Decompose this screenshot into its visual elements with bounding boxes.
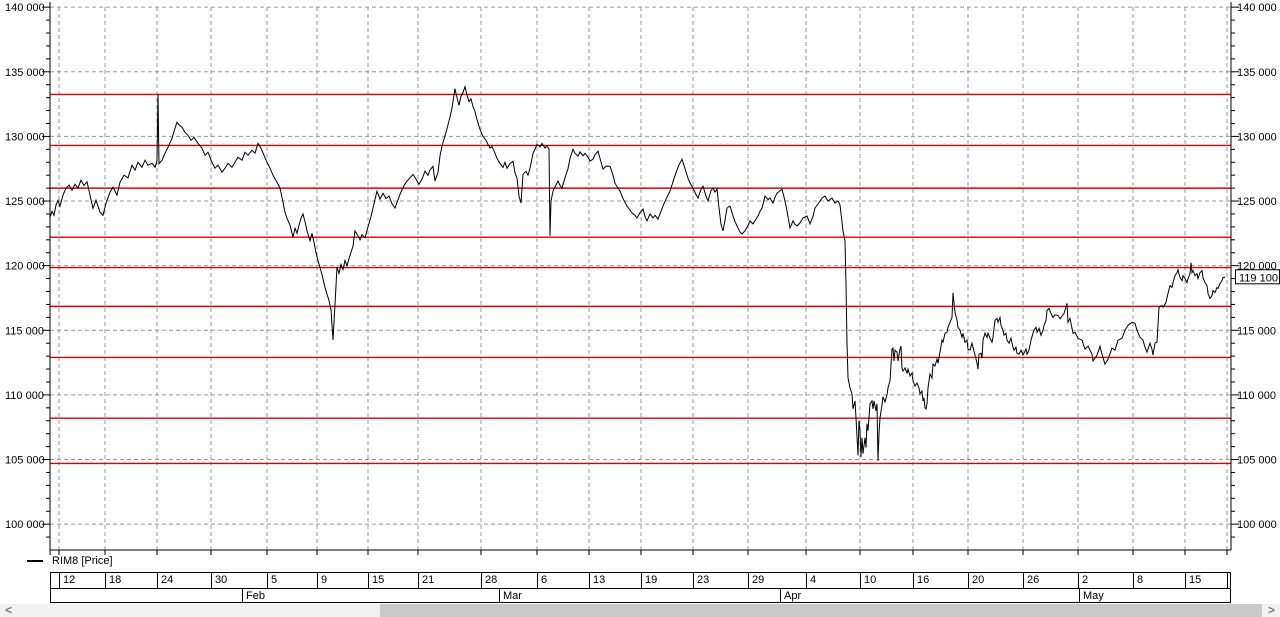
- day-tick-box: 10: [860, 573, 913, 588]
- scroll-right-arrow-icon[interactable]: >: [1267, 603, 1275, 617]
- day-tick-box: 26: [1023, 573, 1078, 588]
- month-tick-box: Apr: [780, 589, 1079, 602]
- scrollbar-thumb[interactable]: [380, 604, 1262, 617]
- day-tick-box: 23: [693, 573, 748, 588]
- day-tick-box: 6: [537, 573, 589, 588]
- day-tick-box: 29: [748, 573, 806, 588]
- month-tick-box: Feb: [242, 589, 499, 602]
- y-axis-label-right: 105 000: [1237, 455, 1277, 467]
- day-tick-box: [50, 573, 59, 588]
- day-tick-box: 15: [368, 573, 418, 588]
- price-line-series: [49, 84, 1226, 461]
- y-axis-label-left: 135 000: [5, 67, 45, 79]
- y-axis-label-left: 105 000: [5, 455, 45, 467]
- month-tick-box: Mar: [499, 589, 780, 602]
- y-axis-label-left: 110 000: [5, 390, 44, 402]
- y-axis-label-right: 125 000: [1237, 196, 1277, 208]
- day-tick-box: 2: [1078, 573, 1133, 588]
- day-tick-box: 28: [481, 573, 537, 588]
- y-axis-label-left: 130 000: [5, 131, 45, 143]
- y-axis-label-left: 140 000: [5, 2, 45, 14]
- month-tick-box: May: [1079, 589, 1231, 602]
- day-tick-box: 19: [641, 573, 693, 588]
- day-tick-box: [1227, 573, 1231, 588]
- y-axis-label-left: 100 000: [5, 519, 45, 531]
- day-tick-box: 12: [59, 573, 105, 588]
- y-axis-label-right: 115 000: [1237, 325, 1276, 337]
- day-tick-box: 16: [913, 573, 968, 588]
- y-axis-label-left: 125 000: [5, 196, 45, 208]
- horizontal-scrollbar[interactable]: < >: [0, 604, 1280, 617]
- y-axis-label-right: 100 000: [1237, 519, 1277, 531]
- series-label: RIM8 [Price]: [52, 554, 113, 567]
- day-tick-box: 20: [968, 573, 1023, 588]
- series-line-swatch: [27, 559, 43, 562]
- scroll-left-arrow-icon[interactable]: <: [5, 603, 13, 617]
- day-tick-box: 13: [589, 573, 641, 588]
- day-tick-box: 15: [1185, 573, 1227, 588]
- month-tick-box: [50, 589, 242, 602]
- y-axis-label-right: 110 000: [1237, 390, 1276, 402]
- y-axis-label-left: 115 000: [5, 325, 44, 337]
- day-tick-box: 21: [418, 573, 481, 588]
- day-tick-box: 5: [267, 573, 317, 588]
- y-axis-label-right: 135 000: [1237, 67, 1277, 79]
- day-tick-box: 30: [211, 573, 267, 588]
- day-tick-box: 18: [105, 573, 157, 588]
- day-tick-box: 8: [1133, 573, 1185, 588]
- day-tick-box: 24: [157, 573, 211, 588]
- chart-legend: RIM8 [Price]: [27, 553, 113, 568]
- last-price-label: 119 100: [1239, 272, 1278, 284]
- y-axis-label-right: 140 000: [1237, 2, 1277, 14]
- y-axis-label-left: 120 000: [5, 261, 45, 273]
- y-axis-label-right: 130 000: [1237, 131, 1277, 143]
- day-tick-box: 4: [806, 573, 860, 588]
- day-tick-box: 9: [317, 573, 368, 588]
- x-axis-month-row: Feb Mar Apr May: [50, 589, 1231, 603]
- x-axis-day-row: 12 18 24 30 5 9 15 21 28 6 13 19 23 29 4 10 16 20 26 2 8 15: [50, 572, 1231, 589]
